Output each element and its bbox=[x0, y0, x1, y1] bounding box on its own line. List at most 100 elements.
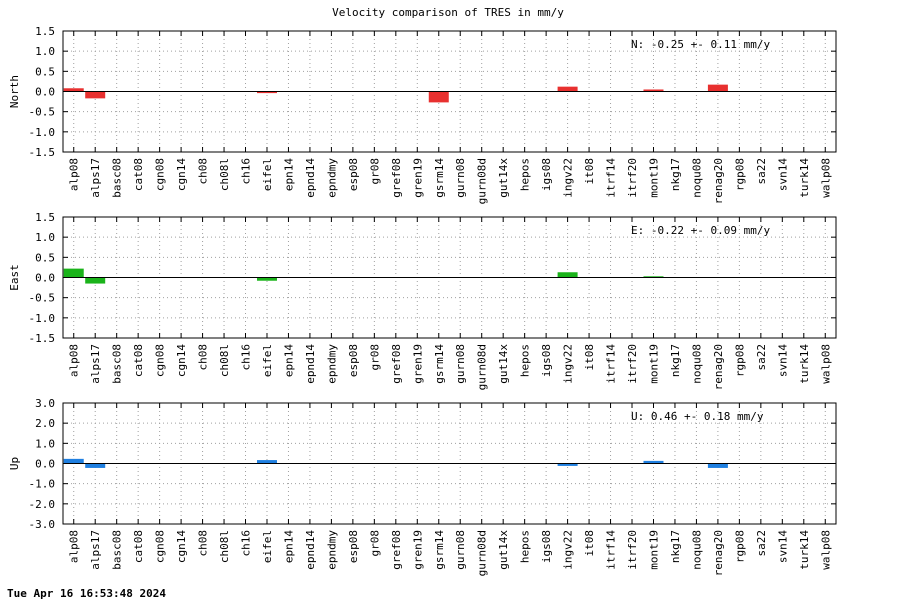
up-xlabel-epnd14: epnd14 bbox=[304, 530, 317, 570]
north-xlabel-gurn08: gurn08 bbox=[454, 158, 467, 198]
north-ylabel-tick: 0.0 bbox=[35, 86, 55, 99]
up-xlabel-alps17: alps17 bbox=[89, 530, 102, 570]
up-xlabel-it08: it08 bbox=[583, 530, 596, 557]
north-xlabel-sa22: sa22 bbox=[755, 158, 768, 185]
east-bar-alp08 bbox=[63, 268, 84, 278]
up-xlabel-gurn08d: gurn08d bbox=[476, 530, 489, 576]
up-panel: alp08 alps17 basc08 cat08 cgn08 cgn14 ch08 ch08… bbox=[8, 397, 837, 576]
north-bar-gsrm14 bbox=[428, 91, 449, 103]
north-xlabel-ingv22: ingv22 bbox=[562, 158, 575, 198]
east-xlabel-gsrm14: gsrm14 bbox=[433, 344, 446, 384]
north-xlabel-esp08: esp08 bbox=[347, 158, 360, 191]
up-xlabel-hepos: hepos bbox=[519, 530, 532, 563]
north-xlabel-ch16: ch16 bbox=[240, 158, 253, 185]
east-ylabel-tick: 0.0 bbox=[35, 272, 55, 285]
east-xlabel-gut14x: gut14x bbox=[497, 344, 510, 384]
east-xlabel-nkg17: nkg17 bbox=[669, 344, 682, 377]
east-bar-alps17 bbox=[85, 277, 106, 284]
north-xlabel-renag20: renag20 bbox=[712, 158, 725, 204]
east-ylabel-tick: 0.5 bbox=[35, 251, 55, 264]
east-xlabel-ch08l: ch08l bbox=[218, 344, 231, 377]
east-xlabel-gurn08d: gurn08d bbox=[476, 344, 489, 390]
east-ylabel-tick: 1.0 bbox=[35, 231, 55, 244]
north-xlabel-alps17: alps17 bbox=[89, 158, 102, 198]
east-xlabel-itrf14: itrf14 bbox=[605, 344, 618, 384]
up-xlabel-gut14x: gut14x bbox=[497, 530, 510, 570]
east-xlabel-hepos: hepos bbox=[519, 344, 532, 377]
north-xlabel-igs08: igs08 bbox=[540, 158, 553, 191]
north-xlabel-alp08: alp08 bbox=[68, 158, 81, 191]
east-xlabel-cgn08: cgn08 bbox=[154, 344, 167, 377]
east-xlabel-mont19: mont19 bbox=[647, 344, 660, 384]
footer-timestamp: Tue Apr 16 16:53:48 2024 bbox=[7, 587, 166, 600]
north-bar-renag20 bbox=[707, 84, 728, 92]
up-xlabel-ingv22: ingv22 bbox=[562, 530, 575, 570]
up-ylabel-tick: -1.0 bbox=[29, 478, 56, 491]
up-xlabel-sa22: sa22 bbox=[755, 530, 768, 557]
north-xlabel-gr08: gr08 bbox=[368, 158, 381, 185]
north-xlabel-itrf14: itrf14 bbox=[605, 158, 618, 198]
east-xlabel-sa22: sa22 bbox=[755, 344, 768, 371]
east-bar-ingv22 bbox=[557, 272, 578, 278]
east-xlabel-igs08: igs08 bbox=[540, 344, 553, 377]
up-xlabel-nkg17: nkg17 bbox=[669, 530, 682, 563]
north-xlabel-gut14x: gut14x bbox=[497, 158, 510, 198]
north-xlabel-cat08: cat08 bbox=[132, 158, 145, 191]
up-xlabel-renag20: renag20 bbox=[712, 530, 725, 576]
up-plot-border bbox=[62, 402, 837, 525]
east-bar-mont19 bbox=[643, 276, 664, 278]
up-xlabel-ch16: ch16 bbox=[240, 530, 253, 557]
east-xlabel-alps17: alps17 bbox=[89, 344, 102, 384]
north-xlabel-it08: it08 bbox=[583, 158, 596, 185]
up-xlabel-ch08l: ch08l bbox=[218, 530, 231, 563]
east-xlabel-svn14: svn14 bbox=[776, 344, 789, 377]
up-xlabel-eifel: eifel bbox=[261, 530, 274, 563]
east-xlabel-renag20: renag20 bbox=[712, 344, 725, 390]
up-xlabel-svn14: svn14 bbox=[776, 530, 789, 563]
up-xlabel-cgn08: cgn08 bbox=[154, 530, 167, 563]
north-xlabel-mont19: mont19 bbox=[647, 158, 660, 198]
north-xlabel-noqu08: noqu08 bbox=[690, 158, 703, 198]
east-xlabel-epnd14: epnd14 bbox=[304, 344, 317, 384]
north-xlabel-gurn08d: gurn08d bbox=[476, 158, 489, 204]
north-bar-eifel bbox=[256, 91, 277, 94]
east-xlabel-basc08: basc08 bbox=[111, 344, 124, 384]
up-ylabel-tick: 3.0 bbox=[35, 397, 55, 410]
east-xlabel-esp08: esp08 bbox=[347, 344, 360, 377]
east-xlabel-eifel: eifel bbox=[261, 344, 274, 377]
east-xlabel-ingv22: ingv22 bbox=[562, 344, 575, 384]
east-xlabel-gren19: gren19 bbox=[411, 344, 424, 384]
up-xlabel-gref08: gref08 bbox=[390, 530, 403, 570]
east-ylabel-tick: -1.5 bbox=[29, 332, 56, 345]
north-xlabel-epn14: epn14 bbox=[282, 158, 295, 191]
north-xlabel-nkg17: nkg17 bbox=[669, 158, 682, 191]
up-ylabel-tick: -3.0 bbox=[29, 518, 56, 531]
east-ylabel-tick: -1.0 bbox=[29, 312, 56, 325]
north-bar-mont19 bbox=[643, 89, 664, 92]
north-xlabel-turk14: turk14 bbox=[798, 158, 811, 198]
up-xlabel-itrf20: itrf20 bbox=[626, 530, 639, 570]
north-ylabel-tick: -1.5 bbox=[29, 146, 56, 159]
up-annotation: U: 0.46 +- 0.18 mm/y bbox=[631, 410, 764, 423]
east-bar-eifel bbox=[256, 277, 277, 281]
east-xlabel-gr08: gr08 bbox=[368, 344, 381, 371]
north-xlabel-hepos: hepos bbox=[519, 158, 532, 191]
up-xlabel-turk14: turk14 bbox=[798, 530, 811, 570]
east-xlabel-noqu08: noqu08 bbox=[690, 344, 703, 384]
up-xlabel-rgp08: rgp08 bbox=[733, 530, 746, 563]
north-xlabel-gren19: gren19 bbox=[411, 158, 424, 198]
north-bar-ingv22 bbox=[557, 86, 578, 92]
up-bar-renag20 bbox=[707, 463, 728, 468]
chart-panels: alp08 alps17 basc08 cat08 cgn08 cgn14 ch08 ch08… bbox=[8, 25, 837, 576]
up-xlabel-gurn08: gurn08 bbox=[454, 530, 467, 570]
east-xlabel-cat08: cat08 bbox=[132, 344, 145, 377]
east-xlabel-epn14: epn14 bbox=[282, 344, 295, 377]
north-ylabel-tick: -1.0 bbox=[29, 126, 56, 139]
north-xlabel-cgn08: cgn08 bbox=[154, 158, 167, 191]
east-xlabel-cgn14: cgn14 bbox=[175, 344, 188, 377]
up-xlabel-gsrm14: gsrm14 bbox=[433, 530, 446, 570]
north-annotation: N: -0.25 +- 0.11 mm/y bbox=[631, 38, 770, 51]
up-xlabel-walp08: walp08 bbox=[819, 530, 832, 570]
up-xlabel-cgn14: cgn14 bbox=[175, 530, 188, 563]
